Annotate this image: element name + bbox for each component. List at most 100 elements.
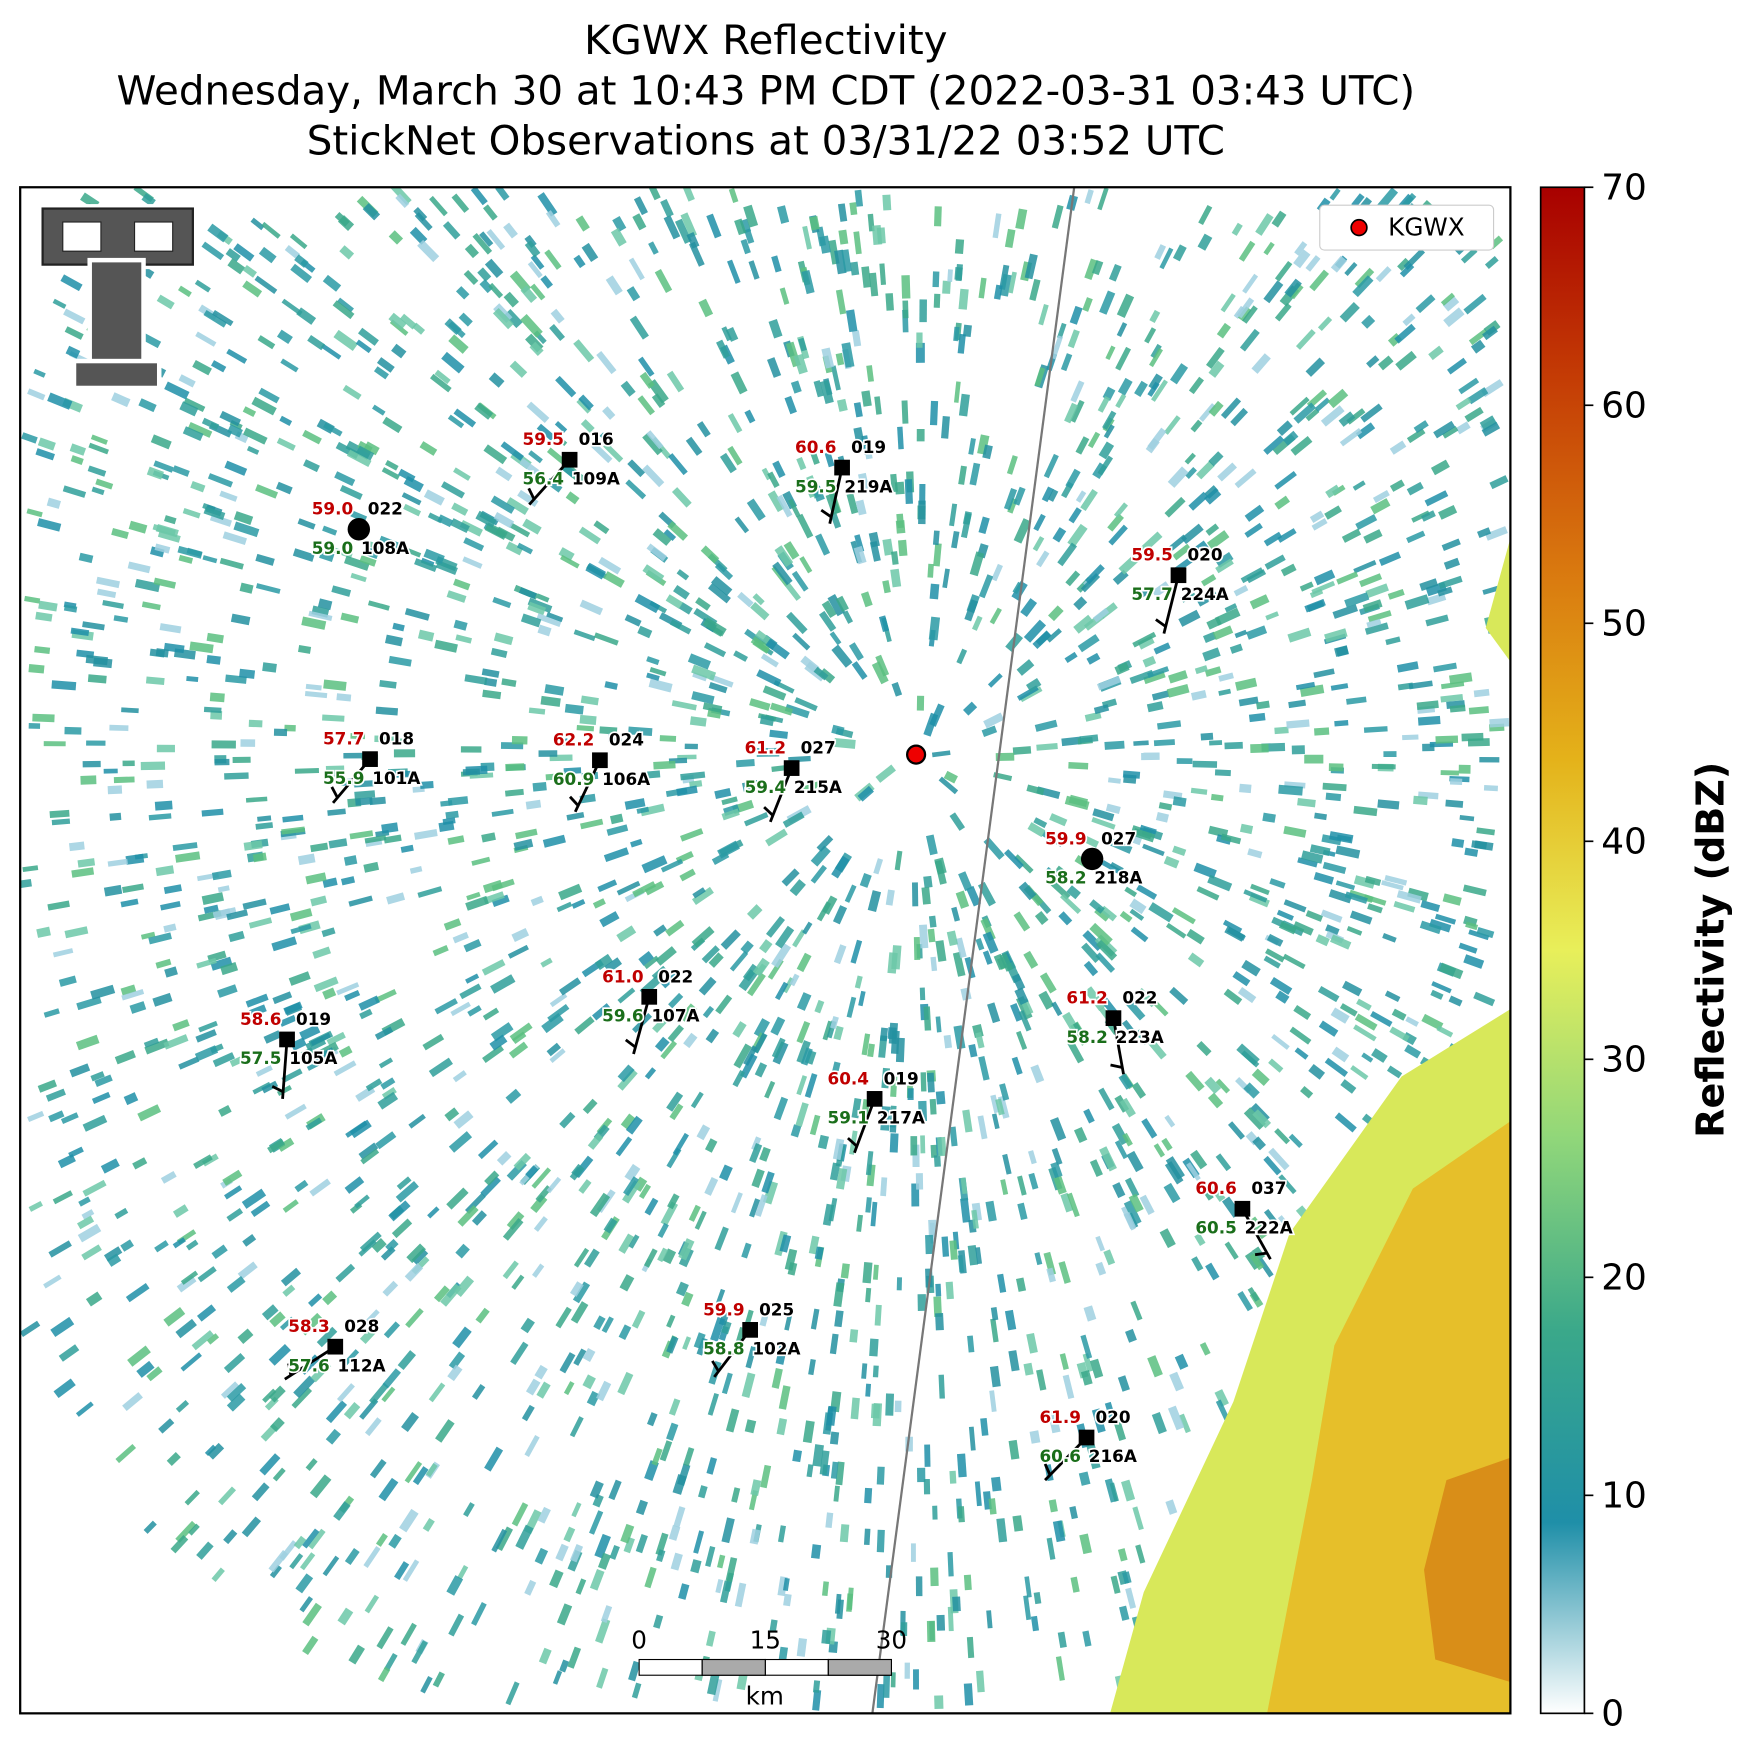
station-marker xyxy=(866,1091,883,1107)
pressure: 022 xyxy=(368,499,403,519)
station: 57.7 018 55.9 101A xyxy=(321,727,422,804)
wind-barb xyxy=(853,1098,876,1154)
colorbar-tick-label: 30 xyxy=(1601,1040,1647,1081)
station: 59.0 022 59.0 108A xyxy=(310,497,411,560)
station-marker xyxy=(1105,1010,1122,1026)
station-id: 107A xyxy=(651,1006,699,1026)
radar-site xyxy=(906,744,927,765)
wind-barb xyxy=(1112,1017,1125,1075)
wind-flag xyxy=(711,1360,720,1373)
colorbar-tick-label: 40 xyxy=(1601,822,1647,863)
station-id: 224A xyxy=(1181,584,1229,604)
pressure: 028 xyxy=(344,1316,379,1336)
dewpoint: 57.5 xyxy=(240,1048,281,1068)
station: 58.3 028 57.6 112A xyxy=(284,1314,387,1381)
station-id: 215A xyxy=(794,777,842,797)
dewpoint: 58.8 xyxy=(703,1339,744,1359)
station: 59.5 020 57.7 224A xyxy=(1130,543,1230,634)
title-line: KGWX Reflectivity xyxy=(584,17,947,64)
pressure: 019 xyxy=(296,1009,331,1029)
station-marker xyxy=(641,988,658,1005)
station: 61.0 022 59.6 107A xyxy=(600,965,701,1055)
scale-tick-label: 15 xyxy=(750,1625,781,1654)
scale-bar: 0 15 30 km xyxy=(631,1625,907,1710)
colorbar-tick-label: 70 xyxy=(1601,168,1647,209)
dewpoint: 59.6 xyxy=(602,1006,643,1026)
wind-flag xyxy=(568,795,580,807)
temperature: 61.2 xyxy=(745,738,786,758)
wind-barb xyxy=(573,759,602,813)
dewpoint: 60.6 xyxy=(1039,1446,1080,1466)
pressure: 018 xyxy=(379,729,414,749)
station-id: 106A xyxy=(602,769,650,789)
scale-tick-label: 0 xyxy=(631,1625,647,1654)
temperature: 62.2 xyxy=(553,730,594,750)
wind-flag xyxy=(820,508,833,519)
dewpoint: 60.5 xyxy=(1195,1217,1236,1237)
temperature: 57.7 xyxy=(323,729,364,749)
temperature: 58.6 xyxy=(240,1009,281,1029)
wind-flag xyxy=(271,1085,284,1094)
station-calm xyxy=(1080,847,1104,871)
pressure: 027 xyxy=(801,738,836,758)
wind-barb xyxy=(769,767,793,823)
station-id: 218A xyxy=(1094,868,1142,888)
wind-flag xyxy=(624,1038,637,1049)
station-id: 216A xyxy=(1089,1446,1137,1466)
map-frame xyxy=(19,186,1512,1715)
colorbar-label: Reflectivity (dBZ) xyxy=(1688,762,1732,1138)
dewpoint: 57.6 xyxy=(288,1355,329,1375)
station-marker xyxy=(279,1031,295,1048)
wind-flag xyxy=(1043,1463,1052,1476)
dewpoint: 59.5 xyxy=(795,476,836,496)
colorbar-tick-label: 50 xyxy=(1601,604,1647,645)
pressure: 024 xyxy=(609,730,644,750)
pressure: 037 xyxy=(1251,1178,1286,1198)
station-marker xyxy=(834,459,850,476)
station-marker xyxy=(742,1322,758,1338)
temperature: 60.6 xyxy=(795,437,836,457)
radar-image xyxy=(20,187,1511,1714)
wind-flag xyxy=(1155,618,1167,628)
dewpoint: 59.0 xyxy=(312,538,353,558)
pressure: 022 xyxy=(1122,988,1157,1008)
wind-barb xyxy=(284,1345,337,1381)
station: 60.6 019 59.5 219A xyxy=(793,435,894,524)
station-marker xyxy=(561,451,578,468)
colorbar-tick-label: 10 xyxy=(1601,1476,1647,1517)
logo xyxy=(38,204,198,391)
dewpoint: 56.4 xyxy=(523,468,564,488)
station: 62.2 024 60.9 106A xyxy=(551,728,652,813)
station-id: 223A xyxy=(1116,1027,1164,1047)
dewpoint: 58.2 xyxy=(1066,1027,1107,1047)
wind-flag xyxy=(1254,1251,1268,1257)
pressure: 019 xyxy=(851,437,886,457)
station: 60.6 037 60.5 222A xyxy=(1194,1177,1294,1260)
colorbar-tick-label: 60 xyxy=(1601,386,1647,427)
station: 61.2 027 59.4 215A xyxy=(743,736,844,823)
pressure: 016 xyxy=(579,429,614,449)
station-id: 105A xyxy=(289,1048,337,1068)
temperature: 61.0 xyxy=(602,966,643,986)
dewpoint: 59.1 xyxy=(828,1108,869,1128)
colorbar-tick-label: 20 xyxy=(1601,1258,1647,1299)
wind-flag xyxy=(1110,1063,1123,1069)
station: 59.9 027 58.2 218A xyxy=(1043,827,1144,890)
temperature: 58.3 xyxy=(288,1316,329,1336)
temperature: 61.9 xyxy=(1039,1407,1080,1427)
wind-flag xyxy=(527,487,536,500)
station: 59.9 025 58.8 102A xyxy=(701,1298,802,1378)
station-id: 112A xyxy=(338,1355,386,1375)
legend-label: KGWX xyxy=(1388,212,1465,241)
temperature: 59.9 xyxy=(703,1299,744,1319)
station-marker xyxy=(783,760,800,776)
temperature: 59.0 xyxy=(312,499,353,519)
legend: KGWX xyxy=(1319,204,1495,251)
temperature: 59.5 xyxy=(1131,545,1172,565)
colorbar-fill xyxy=(1539,186,1586,1715)
wind-barb xyxy=(632,996,651,1055)
station-id: 101A xyxy=(372,768,420,788)
station-marker xyxy=(1234,1200,1251,1217)
